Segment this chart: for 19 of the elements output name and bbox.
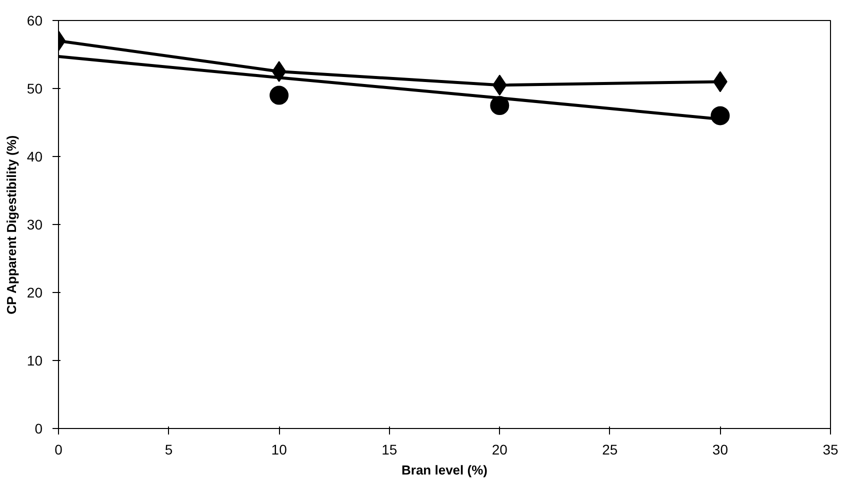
x-axis-title: Bran level (%)	[402, 462, 488, 478]
y-tick-label: 60	[26, 12, 43, 28]
point	[710, 106, 730, 126]
x-tick-label: 10	[271, 442, 288, 458]
x-tick-label: 0	[54, 442, 63, 458]
y-tick-label: 10	[26, 352, 43, 368]
y-tick-label: 40	[26, 148, 43, 164]
x-tick-label: 15	[382, 442, 398, 458]
y-tick-label: 50	[26, 80, 43, 96]
x-tick-label: 5	[164, 442, 173, 458]
x-tick-label: 25	[602, 442, 618, 458]
x-tick-label: 20	[492, 442, 508, 458]
x-tick-label: 30	[712, 442, 728, 458]
y-tick-label: 0	[34, 420, 43, 436]
y-axis-title: CP Apparent Digestibility (%)	[4, 135, 19, 314]
x-tick-label: 35	[822, 442, 838, 458]
y-tick-label: 30	[26, 216, 43, 232]
y-tick-label: 20	[26, 284, 43, 300]
point	[270, 86, 289, 105]
